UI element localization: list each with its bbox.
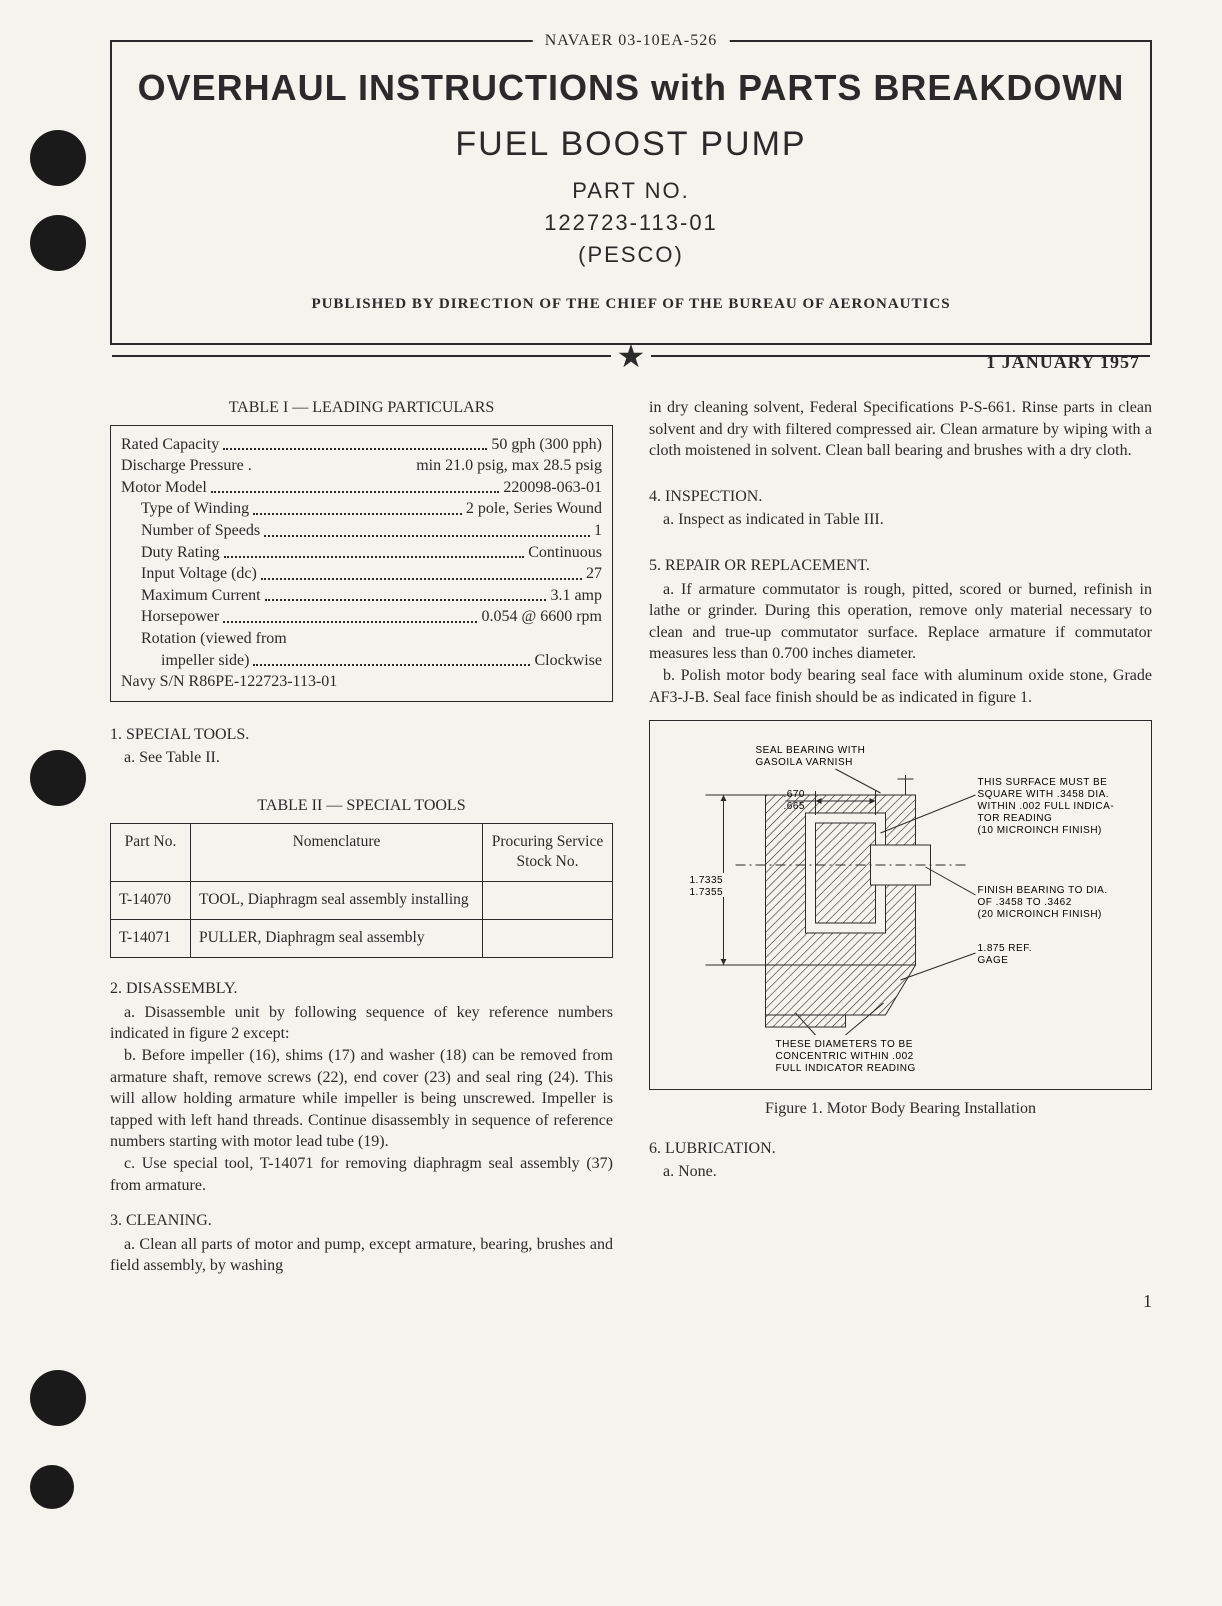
- sub-title: FUEL BOOST PUMP: [132, 125, 1130, 164]
- table1-row: Input Voltage (dc)27: [121, 563, 602, 585]
- table1-row: Duty RatingContinuous: [121, 542, 602, 564]
- document-id: NAVAER 03-10EA-526: [533, 32, 730, 50]
- fig-note-r1a: THIS SURFACE MUST BE: [978, 777, 1108, 788]
- publisher-line: PUBLISHED BY DIRECTION OF THE CHIEF OF T…: [132, 296, 1130, 313]
- section6-a: a. None.: [649, 1161, 1152, 1183]
- punch-hole: [30, 130, 86, 186]
- table1-row: Maximum Current3.1 amp: [121, 585, 602, 607]
- fig-note-top-1: SEAL BEARING WITH: [756, 745, 866, 756]
- fig-dim2-dn: 1.7355: [690, 887, 724, 898]
- fig-dim1-dn: .665: [784, 801, 805, 812]
- fig-note-r3b: GAGE: [978, 955, 1009, 966]
- table1-row: impeller side)Clockwise: [121, 650, 602, 672]
- table1: Rated Capacity50 gph (300 pph)Discharge …: [110, 425, 613, 702]
- table2-col: Part No.: [111, 823, 191, 882]
- fig-note-bot-a: THESE DIAMETERS TO BE: [776, 1039, 913, 1050]
- fig-dim1-up: .670: [784, 789, 805, 800]
- right-column: in dry cleaning solvent, Federal Specifi…: [649, 397, 1152, 1277]
- section1-body: a. See Table II.: [110, 747, 613, 769]
- section5-head: 5. REPAIR OR REPLACEMENT.: [649, 555, 1152, 577]
- fig-dim2-up: 1.7335: [690, 875, 724, 886]
- section5-a: a. If armature commutator is rough, pitt…: [649, 579, 1152, 665]
- section2-a: a. Disassemble unit by following sequenc…: [110, 1002, 613, 1045]
- punch-hole: [30, 750, 86, 806]
- table1-row: Type of Winding2 pole, Series Wound: [121, 498, 602, 520]
- fig-note-r1e: (10 MICROINCH FINISH): [978, 825, 1102, 836]
- fig-note-r2a: FINISH BEARING TO DIA.: [978, 885, 1108, 896]
- fig-note-r3a: 1.875 REF.: [978, 943, 1032, 954]
- section2-head: 2. DISASSEMBLY.: [110, 978, 613, 1000]
- punch-hole: [30, 1465, 74, 1509]
- fig-note-r1b: SQUARE WITH .3458 DIA.: [978, 789, 1110, 800]
- fig-note-r2b: OF .3458 TO .3462: [978, 897, 1072, 908]
- table1-row: Motor Model220098-063-01: [121, 477, 602, 499]
- section3-a: a. Clean all parts of motor and pump, ex…: [110, 1234, 613, 1277]
- table2-col: Nomenclature: [191, 823, 483, 882]
- section3-cont: in dry cleaning solvent, Federal Specifi…: [649, 397, 1152, 462]
- figure1-box: SEAL BEARING WITH GASOILA VARNISH: [649, 720, 1152, 1090]
- table1-title: TABLE I — LEADING PARTICULARS: [110, 397, 613, 419]
- fig-note-r1c: WITHIN .002 FULL INDICA-: [978, 801, 1115, 812]
- left-column: TABLE I — LEADING PARTICULARS Rated Capa…: [110, 397, 613, 1277]
- punch-hole: [30, 1370, 86, 1426]
- figure1-caption: Figure 1. Motor Body Bearing Installatio…: [649, 1098, 1152, 1120]
- body-columns: TABLE I — LEADING PARTICULARS Rated Capa…: [110, 397, 1152, 1277]
- part-number: 122723-113-01: [132, 210, 1130, 236]
- punch-hole: [30, 215, 86, 271]
- section4-a: a. Inspect as indicated in Table III.: [649, 509, 1152, 531]
- fig-note-bot-c: FULL INDICATOR READING: [776, 1063, 916, 1074]
- fig-note-r2c: (20 MICROINCH FINISH): [978, 909, 1102, 920]
- section1-head: 1. SPECIAL TOOLS.: [110, 724, 613, 746]
- section5-b: b. Polish motor body bearing seal face w…: [649, 665, 1152, 708]
- table1-row: Rotation (viewed from: [121, 628, 602, 650]
- table1-row: Horsepower0.054 @ 6600 rpm: [121, 606, 602, 628]
- table2-title: TABLE II — SPECIAL TOOLS: [110, 795, 613, 817]
- fig-note-bot-b: CONCENTRIC WITHIN .002: [776, 1051, 914, 1062]
- table1-row: Discharge Pressure . min 21.0 psig, max …: [121, 455, 602, 477]
- table1-row: Rated Capacity50 gph (300 pph): [121, 434, 602, 456]
- section2-b: b. Before impeller (16), shims (17) and …: [110, 1045, 613, 1153]
- section4-head: 4. INSPECTION.: [649, 486, 1152, 508]
- section3-head: 3. CLEANING.: [110, 1210, 613, 1232]
- fig-note-r1d: TOR READING: [978, 813, 1053, 824]
- section2-c: c. Use special tool, T-14071 for removin…: [110, 1153, 613, 1196]
- manufacturer: (PESCO): [132, 242, 1130, 268]
- table2: Part No.NomenclatureProcuring Service St…: [110, 823, 613, 959]
- page-number: 1: [110, 1291, 1152, 1312]
- section6-head: 6. LUBRICATION.: [649, 1138, 1152, 1160]
- table2-row: T-14070TOOL, Diaphragm seal assembly ins…: [111, 882, 613, 920]
- table2-col: Procuring Service Stock No.: [483, 823, 613, 882]
- figure1-svg: SEAL BEARING WITH GASOILA VARNISH: [664, 735, 1137, 1075]
- issue-date: 1 JANUARY 1957: [986, 352, 1140, 373]
- main-title: OVERHAUL INSTRUCTIONS with PARTS BREAKDO…: [132, 67, 1130, 109]
- header-box: NAVAER 03-10EA-526 OVERHAUL INSTRUCTIONS…: [110, 40, 1152, 345]
- table1-row: Number of Speeds1: [121, 520, 602, 542]
- table1-navy-sn: Navy S/N R86PE-122723-113-01: [121, 671, 602, 693]
- table2-row: T-14071PULLER, Diaphragm seal assembly: [111, 920, 613, 958]
- part-label: PART NO.: [132, 178, 1130, 204]
- page: NAVAER 03-10EA-526 OVERHAUL INSTRUCTIONS…: [0, 0, 1222, 1342]
- fig-note-top-2: GASOILA VARNISH: [756, 757, 853, 768]
